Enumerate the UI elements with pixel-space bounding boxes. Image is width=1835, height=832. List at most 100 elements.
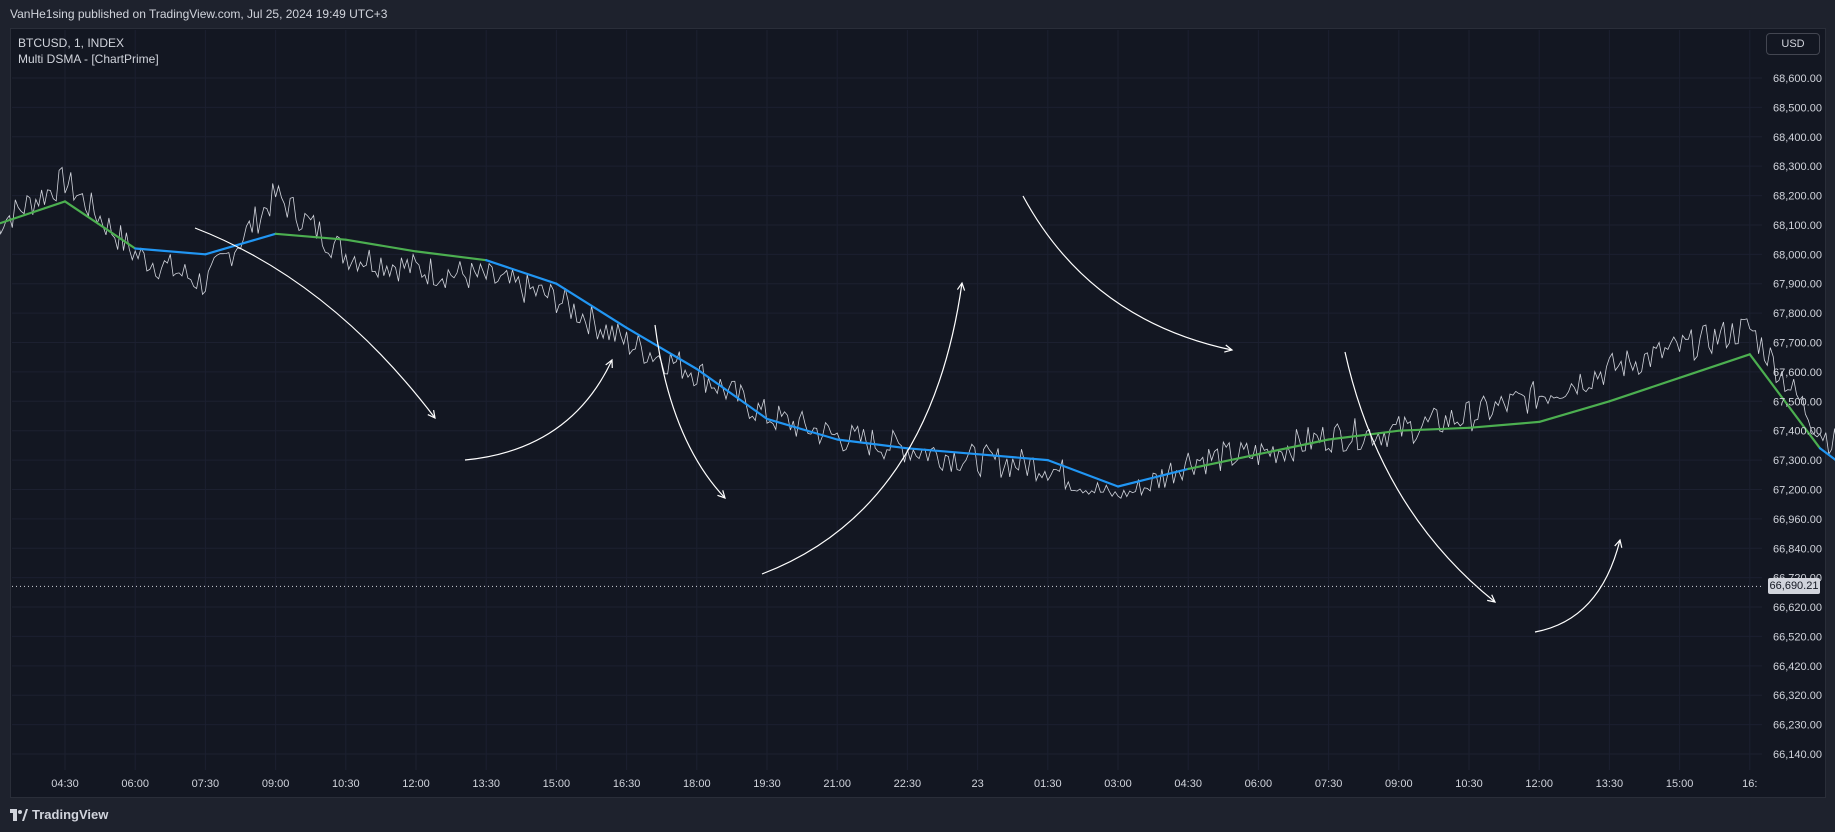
y-tick-label: 67,200.00 [1773,484,1822,496]
tradingview-logo[interactable]: TradingView [10,807,108,822]
symbol-legend: BTCUSD, 1, INDEX Multi DSMA - [ChartPrim… [18,35,159,67]
y-tick-label: 66,420.00 [1773,661,1822,673]
x-tick-label: 09:00 [262,778,290,790]
trend-arrow [1344,351,1496,603]
x-tick-label: 13:30 [472,778,500,790]
tradingview-logo-icon [10,808,28,821]
trend-arrow-head [1487,594,1497,603]
trend-arrow-head [605,358,613,369]
last-price-label: 66,690.21 [1768,578,1820,595]
trend-arrow [1534,539,1621,633]
dsma-segment [1467,420,1541,429]
dsma-segment [414,250,488,262]
grid [12,30,1762,770]
tradingview-logo-text: TradingView [32,807,109,822]
y-tick-label: 66,960.00 [1773,514,1822,526]
price-line-layer [0,166,1835,499]
y-tick-label: 68,400.00 [1773,132,1822,144]
x-tick-label: 04:30 [51,778,79,790]
y-tick-label: 67,600.00 [1773,367,1822,379]
x-tick-label: 01:30 [1034,778,1062,790]
y-tick-label: 66,620.00 [1773,602,1822,614]
dsma-segment [1187,453,1260,470]
dsma-segment [344,238,418,253]
dsma-segment [625,326,698,371]
dsma-segment [836,438,909,450]
y-tick-label: 66,230.00 [1773,720,1822,732]
trend-arrow [194,227,436,419]
dsma-segment [1257,438,1330,456]
dsma-segment [204,232,277,256]
trend-arrow-head [1224,344,1234,353]
dsma-segment [1538,400,1611,423]
x-tick-label: 12:00 [402,778,430,790]
x-tick-label: 23 [971,778,983,790]
y-tick-label: 67,900.00 [1773,279,1822,291]
x-tick-label: 10:30 [332,778,360,790]
trend-arrow [464,359,613,461]
y-tick-label: 68,500.00 [1773,102,1822,114]
symbol-title[interactable]: BTCUSD, 1, INDEX [18,36,125,50]
x-tick-label: 21:00 [823,778,851,790]
dsma-segment [1397,426,1471,432]
trend-arrow-head [717,490,726,499]
dsma-segment [485,259,558,285]
dsma-segment [1818,447,1835,461]
x-tick-label: 06:00 [121,778,149,790]
y-tick-label: 67,800.00 [1773,308,1822,320]
dsma-segment [1046,459,1120,488]
dsma-segment [0,200,67,225]
chart-area[interactable] [10,28,1826,798]
x-tick-label: 09:00 [1385,778,1413,790]
y-tick-label: 67,700.00 [1773,338,1822,350]
x-tick-label: 19:30 [753,778,781,790]
x-tick-label: 18:00 [683,778,711,790]
y-tick-label: 67,300.00 [1773,455,1822,467]
y-axis: 68,600.00 68,500.00 68,400.00 68,300.00 68,2… [1773,73,1822,761]
y-tick-label: 66,140.00 [1773,749,1822,761]
y-tick-label: 68,600.00 [1773,73,1822,85]
published-info: VanHe1sing published on TradingView.com,… [10,7,388,21]
price-line [0,166,1835,499]
x-tick-label: 22:30 [894,778,922,790]
dsma-segment [555,282,628,329]
x-tick-label: 07:30 [192,778,220,790]
top-bar: VanHe1sing published on TradingView.com,… [0,0,1835,28]
trend-arrow-head [956,281,966,291]
dsma-segment [765,417,839,441]
x-tick-label: 15:00 [543,778,571,790]
trend-arrow-head [427,410,436,420]
dsma-segment [695,367,769,420]
y-tick-label: 68,000.00 [1773,249,1822,261]
y-tick-label: 66,520.00 [1773,631,1822,643]
y-tick-label: 67,400.00 [1773,426,1822,438]
y-tick-label: 66,320.00 [1773,690,1822,702]
indicator-title[interactable]: Multi DSMA - [ChartPrime] [18,52,159,66]
trend-arrow [761,282,963,575]
x-tick-label: 12:00 [1525,778,1553,790]
x-tick-label: 13:30 [1596,778,1624,790]
x-tick-label: 03:00 [1104,778,1132,790]
y-tick-label: 66,840.00 [1773,543,1822,555]
footer-bar: TradingView [0,798,1835,832]
x-axis: 04:30 06:00 07:30 09:00 10:30 12:00 13:30 15:00… [51,778,1757,790]
y-tick-label: 68,200.00 [1773,191,1822,203]
currency-button[interactable]: USD [1766,33,1820,55]
x-tick-label: 10:30 [1455,778,1483,790]
dsma-segment [1608,376,1681,403]
x-tick-label: 04:30 [1174,778,1202,790]
x-tick-label: 06:00 [1245,778,1273,790]
dsma-segment [1748,353,1822,450]
x-tick-label: 16: [1742,778,1757,790]
dsma-segment [906,447,979,456]
trend-arrow [654,324,726,499]
x-tick-label: 07:30 [1315,778,1343,790]
y-tick-label: 68,300.00 [1773,161,1822,173]
dsma-segment [976,453,1049,462]
trend-arrow [1022,195,1233,351]
dsma-line-layer [0,200,1835,488]
dsma-segment [63,200,137,250]
trend-arrow-head [1614,538,1623,548]
x-tick-label: 16:30 [613,778,641,790]
